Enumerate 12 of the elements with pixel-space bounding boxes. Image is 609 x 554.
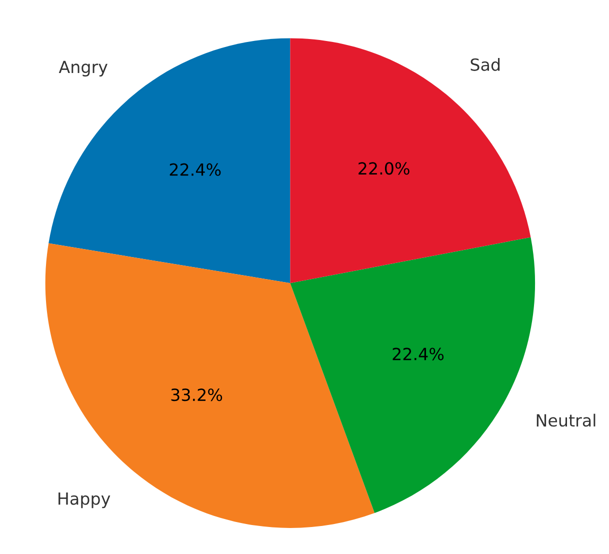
slice-label: Happy xyxy=(58,492,110,508)
slice-label: Sad xyxy=(470,58,500,71)
pie-slice xyxy=(290,38,531,284)
data-label: 22.0% xyxy=(358,162,410,175)
slice-label: Neutral xyxy=(536,414,596,427)
slice-label: Angry xyxy=(58,60,108,76)
pie-slice xyxy=(290,237,536,513)
pie-slice xyxy=(45,243,375,528)
pie-slice xyxy=(48,38,290,284)
data-label: 33.2% xyxy=(171,388,222,402)
data-label: 22.4% xyxy=(392,348,444,360)
data-label: 22.4% xyxy=(170,163,221,176)
